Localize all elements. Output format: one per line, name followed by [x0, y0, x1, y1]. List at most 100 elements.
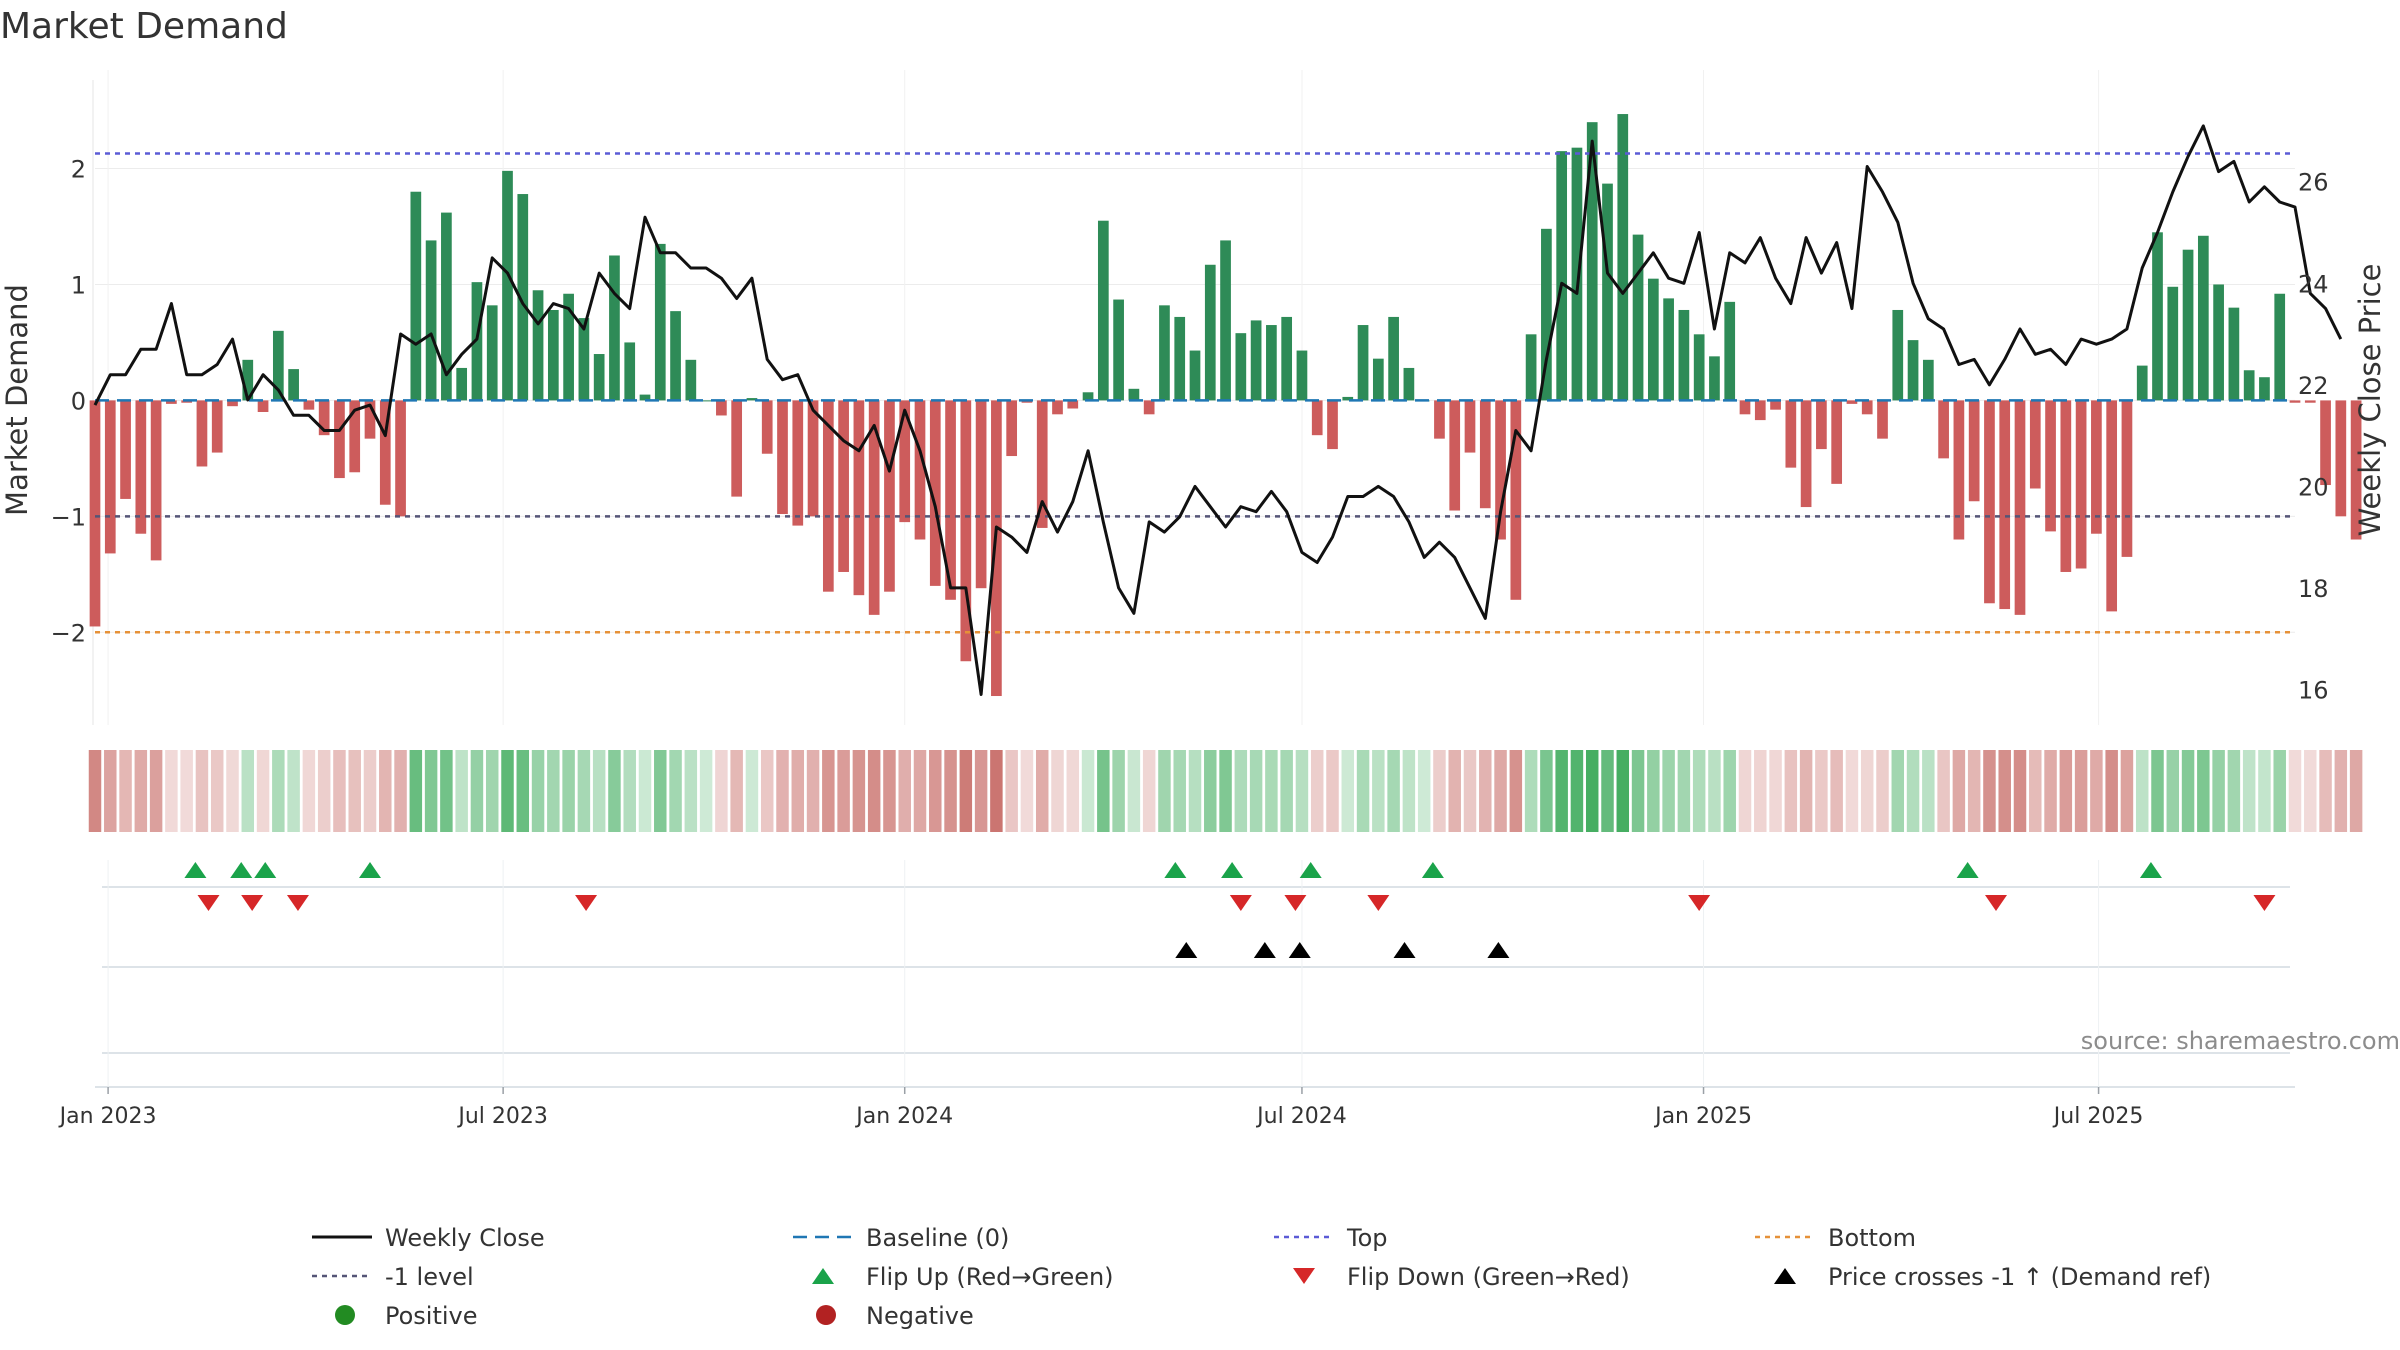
flip-down-marker: [1984, 895, 2007, 911]
left-y-axis: −2 −1 0 1 2: [51, 156, 86, 648]
demand-bar: [1434, 400, 1445, 439]
legend-label: Flip Up (Red→Green): [866, 1263, 1114, 1291]
demand-bar: [2152, 232, 2163, 401]
heat-cell: [470, 750, 484, 832]
demand-bar: [486, 305, 498, 401]
heat-cell: [348, 750, 361, 832]
demand-bar: [929, 400, 941, 586]
heat-cell: [485, 750, 499, 832]
heat-cell: [424, 750, 438, 832]
heat-cell: [2334, 750, 2348, 832]
demand-bar: [1388, 316, 1399, 401]
date-tick-label: Jan 2023: [58, 1104, 157, 1129]
heat-cell: [1845, 750, 1859, 832]
demand-bars: [89, 114, 2362, 697]
demand-bar: [2350, 400, 2362, 540]
demand-bar: [822, 400, 834, 592]
flip-up-marker: [1299, 862, 1322, 878]
y-left-tick-label: −1: [51, 503, 86, 531]
demand-bar: [1510, 400, 1522, 600]
heat-cell: [822, 750, 835, 832]
heat-cell: [1891, 750, 1905, 832]
heat-cell: [852, 750, 866, 832]
heat-cell: [577, 750, 591, 832]
legend-label: Bottom: [1828, 1224, 1916, 1252]
demand-bar: [1541, 228, 1552, 401]
demand-bar: [2228, 307, 2240, 401]
legend-label: Negative: [866, 1302, 974, 1330]
demand-bar: [853, 400, 865, 596]
heat-cell: [287, 750, 300, 832]
heat-cell: [562, 750, 575, 832]
price-cross-marker: [1175, 942, 1198, 958]
heat-cell: [317, 750, 331, 832]
demand-bar: [578, 318, 590, 401]
demand-bar: [2060, 400, 2072, 572]
demand-bar: [1999, 400, 2011, 610]
demand-bar: [456, 367, 468, 401]
legend-label: -1 level: [385, 1263, 474, 1291]
heat-cell: [2120, 750, 2134, 832]
heat-cell: [88, 750, 102, 832]
demand-bar: [945, 400, 956, 600]
heat-cell: [1066, 750, 1080, 832]
y-right-label: Weekly Close Price: [2353, 264, 2387, 537]
demand-bar: [563, 293, 574, 401]
heat-cell: [501, 750, 514, 832]
demand-bar: [1632, 234, 1644, 401]
demand-bar: [792, 400, 804, 526]
right-y-axis: 16 18 20 22 24 26: [2298, 169, 2329, 705]
flip-down-marker: [1688, 895, 1711, 911]
demand-bar: [685, 359, 697, 401]
demand-bar: [104, 400, 116, 554]
demand-bar: [334, 400, 345, 479]
heat-cell: [1249, 750, 1263, 832]
demand-bar: [1724, 301, 1736, 401]
weekly-close-series: [93, 124, 2343, 696]
heat-cell: [1830, 750, 1843, 832]
flip-up-marker: [230, 862, 253, 878]
demand-bar: [1449, 400, 1461, 511]
legend-swatch-flip-up: [812, 1268, 834, 1284]
legend-swatch-positive: [335, 1305, 355, 1325]
heat-cell: [2090, 750, 2103, 832]
demand-bar: [272, 330, 284, 401]
flip-down-marker: [241, 895, 264, 911]
heat-cell: [1356, 750, 1370, 832]
heat-cell: [1585, 750, 1599, 832]
demand-bar: [914, 400, 926, 540]
heat-cell: [1952, 750, 1966, 832]
demand-bar: [547, 309, 559, 401]
heat-cell: [1234, 750, 1248, 832]
demand-bar: [1097, 220, 1109, 401]
heat-cell: [2258, 750, 2271, 832]
legend-label: Price crosses -1 ↑ (Demand ref): [1828, 1263, 2211, 1291]
y-left-tick-label: −2: [51, 619, 86, 647]
date-tick-label: Jul 2023: [456, 1104, 548, 1129]
demand-bar: [89, 400, 101, 627]
heat-cell: [180, 750, 193, 832]
heat-cell: [791, 750, 805, 832]
demand-bar: [2029, 400, 2041, 489]
y-left-tick-label: 2: [71, 156, 86, 184]
heat-cell: [104, 750, 117, 832]
demand-bar: [1082, 392, 1094, 401]
demand-bar: [1342, 396, 1354, 401]
heat-cell: [1387, 750, 1400, 832]
flip-up-marker: [1956, 862, 1979, 878]
heat-cell: [1051, 750, 1064, 832]
date-tick-label: Jan 2025: [1653, 1104, 1752, 1129]
heat-cell: [684, 750, 698, 832]
flip-down-marker: [575, 895, 598, 911]
heat-cell: [1631, 750, 1645, 832]
heat-cell: [2013, 750, 2027, 832]
demand-bar: [1250, 320, 1262, 401]
heat-cell: [760, 750, 774, 832]
heat-cell: [409, 750, 423, 832]
price-cross-marker: [1487, 942, 1510, 958]
demand-bar: [1647, 278, 1659, 401]
demand-bar: [364, 400, 376, 439]
flip-up-marker: [184, 862, 207, 878]
demand-bar: [1907, 340, 1919, 401]
